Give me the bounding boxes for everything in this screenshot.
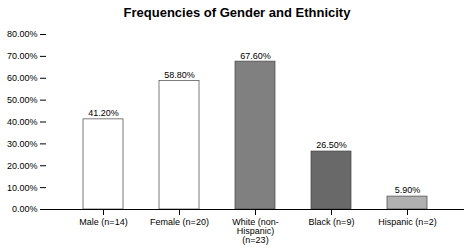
svg-text:White (non-Hispanic)(n=23): White (non-Hispanic)(n=23) [232, 217, 279, 245]
svg-text:41.20%: 41.20% [88, 108, 119, 118]
svg-text:20.00%: 20.00% [7, 161, 38, 171]
svg-text:40.00%: 40.00% [7, 117, 38, 127]
svg-text:Female (n=20): Female (n=20) [150, 217, 209, 227]
svg-text:58.80%: 58.80% [164, 70, 195, 80]
svg-text:26.50%: 26.50% [316, 140, 347, 150]
svg-text:Male (n=14): Male (n=14) [79, 217, 127, 227]
svg-text:5.90%: 5.90% [395, 185, 421, 195]
svg-text:50.00%: 50.00% [7, 95, 38, 105]
svg-text:30.00%: 30.00% [7, 139, 38, 149]
svg-text:67.60%: 67.60% [240, 51, 271, 61]
svg-text:80.00%: 80.00% [7, 29, 38, 39]
svg-text:10.00%: 10.00% [7, 183, 38, 193]
svg-text:0.00%: 0.00% [12, 204, 38, 214]
svg-text:Black (n=9): Black (n=9) [309, 217, 355, 227]
html-text:Frequencies of Gender and Ethn: Frequencies of Gender and Ethnicity [123, 5, 351, 20]
svg-text:60.00%: 60.00% [7, 73, 38, 83]
svg-text:Hispanic (n=2): Hispanic (n=2) [378, 217, 436, 227]
svg-text:70.00%: 70.00% [7, 51, 38, 61]
